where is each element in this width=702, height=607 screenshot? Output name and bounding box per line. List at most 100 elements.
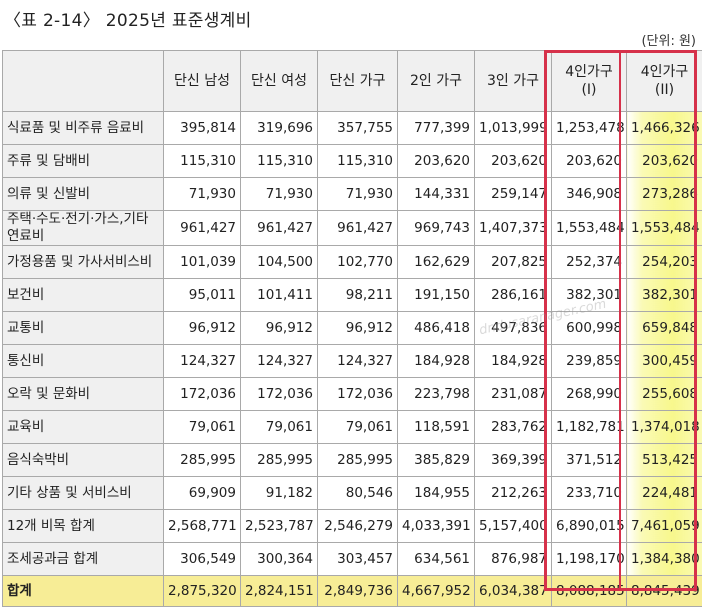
table-cell: 101,411 bbox=[241, 279, 318, 312]
table-cell: 2,875,320 bbox=[164, 576, 241, 607]
table-cell: 969,743 bbox=[398, 211, 475, 246]
table-cell: 1,013,999 bbox=[475, 112, 552, 145]
table-cell: 8,845,439 bbox=[627, 576, 702, 607]
table-cell: 285,995 bbox=[241, 444, 318, 477]
row-label: 기타 상품 및 서비스비 bbox=[3, 477, 164, 510]
table-cell: 961,427 bbox=[241, 211, 318, 246]
table-cell: 71,930 bbox=[318, 178, 398, 211]
table-cell: 2,824,151 bbox=[241, 576, 318, 607]
table-cell: 115,310 bbox=[318, 145, 398, 178]
table-cell: 777,399 bbox=[398, 112, 475, 145]
table-cell: 98,211 bbox=[318, 279, 398, 312]
table-cell: 172,036 bbox=[164, 378, 241, 411]
table-cell: 124,327 bbox=[318, 345, 398, 378]
table-cell: 385,829 bbox=[398, 444, 475, 477]
table-cell: 319,696 bbox=[241, 112, 318, 145]
table-cell: 357,755 bbox=[318, 112, 398, 145]
table-cell: 96,912 bbox=[164, 312, 241, 345]
table-cell: 162,629 bbox=[398, 246, 475, 279]
row-label: 주류 및 담배비 bbox=[3, 145, 164, 178]
table-cell: 1,553,484 bbox=[552, 211, 627, 246]
table-cell: 79,061 bbox=[164, 411, 241, 444]
table-cell: 184,928 bbox=[398, 345, 475, 378]
table-cell: 69,909 bbox=[164, 477, 241, 510]
table-cell: 346,908 bbox=[552, 178, 627, 211]
table-cell: 286,161 bbox=[475, 279, 552, 312]
table-cell: 124,327 bbox=[241, 345, 318, 378]
row-label: 교통비 bbox=[3, 312, 164, 345]
table-cell: 79,061 bbox=[241, 411, 318, 444]
row-label: 12개 비목 합계 bbox=[3, 510, 164, 543]
table-cell: 369,399 bbox=[475, 444, 552, 477]
table-cell: 285,995 bbox=[164, 444, 241, 477]
table-cell: 382,301 bbox=[552, 279, 627, 312]
row-label: 조세공과금 합계 bbox=[3, 543, 164, 576]
table-cell: 191,150 bbox=[398, 279, 475, 312]
table-cell: 600,998 bbox=[552, 312, 627, 345]
table-cell: 203,620 bbox=[475, 145, 552, 178]
unit-label: (단위: 원) bbox=[641, 30, 696, 49]
row-label: 가정용품 및 가사서비스비 bbox=[3, 246, 164, 279]
column-header-3: 단신 가구 bbox=[318, 51, 398, 112]
table-cell: 268,990 bbox=[552, 378, 627, 411]
row-label: 통신비 bbox=[3, 345, 164, 378]
table-cell: 8,088,185 bbox=[552, 576, 627, 607]
table-title: 〈표 2-14〉 2025년 표준생계비 bbox=[4, 6, 252, 31]
table-cell: 239,859 bbox=[552, 345, 627, 378]
table-cell: 306,549 bbox=[164, 543, 241, 576]
table-cell: 659,848 bbox=[627, 312, 702, 345]
table-cell: 172,036 bbox=[318, 378, 398, 411]
table-cell: 1,253,478 bbox=[552, 112, 627, 145]
row-label: 합계 bbox=[3, 576, 164, 607]
table-cell: 876,987 bbox=[475, 543, 552, 576]
table-cell: 255,608 bbox=[627, 378, 702, 411]
column-header-4: 2인 가구 bbox=[398, 51, 475, 112]
table-cell: 203,620 bbox=[627, 145, 702, 178]
table-cell: 2,523,787 bbox=[241, 510, 318, 543]
table-cell: 634,561 bbox=[398, 543, 475, 576]
table-cell: 513,425 bbox=[627, 444, 702, 477]
column-header-0 bbox=[3, 51, 164, 112]
table-cell: 124,327 bbox=[164, 345, 241, 378]
table-cell: 172,036 bbox=[241, 378, 318, 411]
table-cell: 961,427 bbox=[164, 211, 241, 246]
table-cell: 254,203 bbox=[627, 246, 702, 279]
table-cell: 961,427 bbox=[318, 211, 398, 246]
table-cell: 118,591 bbox=[398, 411, 475, 444]
table-cell: 371,512 bbox=[552, 444, 627, 477]
column-header-6: 4인가구 (I) bbox=[552, 51, 627, 112]
table-cell: 71,930 bbox=[241, 178, 318, 211]
table-cell: 5,157,400 bbox=[475, 510, 552, 543]
table-cell: 2,568,771 bbox=[164, 510, 241, 543]
row-label: 음식숙박비 bbox=[3, 444, 164, 477]
table-cell: 285,995 bbox=[318, 444, 398, 477]
table-cell: 283,762 bbox=[475, 411, 552, 444]
table-cell: 212,263 bbox=[475, 477, 552, 510]
table-cell: 4,667,952 bbox=[398, 576, 475, 607]
table-cell: 144,331 bbox=[398, 178, 475, 211]
table-cell: 4,033,391 bbox=[398, 510, 475, 543]
table-cell: 233,710 bbox=[552, 477, 627, 510]
table-cell: 223,798 bbox=[398, 378, 475, 411]
table-cell: 184,928 bbox=[475, 345, 552, 378]
table-cell: 91,182 bbox=[241, 477, 318, 510]
table-cell: 79,061 bbox=[318, 411, 398, 444]
table-cell: 1,407,373 bbox=[475, 211, 552, 246]
table-cell: 252,374 bbox=[552, 246, 627, 279]
column-header-2: 단신 여성 bbox=[241, 51, 318, 112]
table-cell: 6,034,387 bbox=[475, 576, 552, 607]
row-label: 의류 및 신발비 bbox=[3, 178, 164, 211]
table-cell: 395,814 bbox=[164, 112, 241, 145]
table-cell: 231,087 bbox=[475, 378, 552, 411]
